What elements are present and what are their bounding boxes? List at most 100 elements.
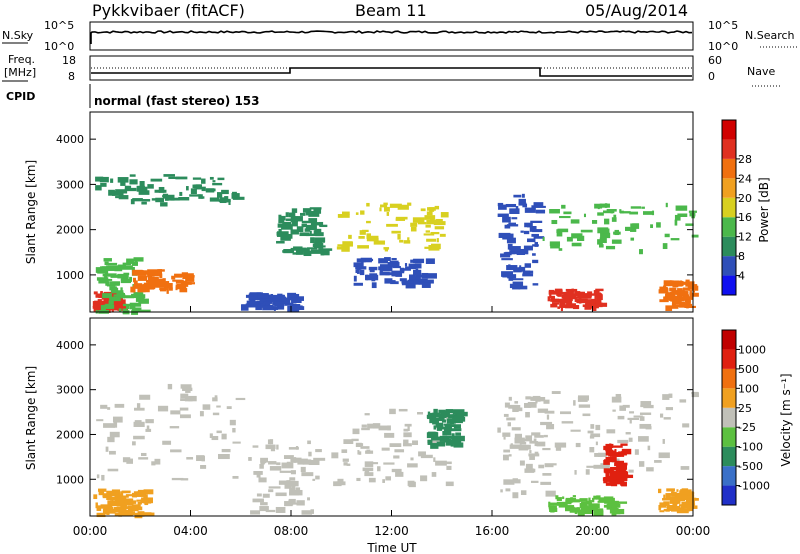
data-cell [600,463,610,469]
data-cell [99,176,109,183]
data-cell [430,443,439,449]
data-cell [379,207,382,212]
data-cell [404,423,412,427]
colorbar-segment [722,178,736,198]
data-cell [427,207,436,211]
data-cell [137,489,145,493]
data-cell [529,464,532,470]
data-cell [621,211,631,214]
data-cell [527,401,537,408]
data-cell [662,438,665,444]
data-cell [692,497,697,501]
data-cell [310,509,315,514]
data-cell [314,237,326,243]
data-cell [216,430,222,434]
data-cell [289,477,296,481]
data-cell [589,500,592,504]
data-cell [611,396,622,403]
data-cell [570,497,573,502]
data-cell [170,410,181,415]
data-cell [445,481,454,487]
data-cell [134,407,145,411]
data-cell [141,201,147,205]
data-cell [287,292,297,299]
data-cell [430,231,440,235]
data-cell [681,488,689,494]
data-cell [166,288,169,294]
colorbar-segment [722,197,736,218]
data-cell [282,250,292,253]
data-cell [401,280,414,284]
data-cell [178,197,190,201]
data-cell [452,416,461,421]
data-cell [426,211,433,216]
data-cell [113,422,118,428]
data-cell [109,294,116,298]
data-cell [525,435,533,442]
data-cell [169,426,180,429]
data-cell [534,441,539,447]
data-cell [159,288,167,291]
data-cell [633,415,643,418]
data-cell [611,239,622,244]
data-cell [383,202,388,206]
data-cell [689,212,696,217]
data-cell [137,286,146,293]
data-cell [689,290,692,294]
data-cell [315,475,320,480]
data-cell [436,441,446,447]
data-cell [103,423,115,428]
data-cell [288,499,294,503]
data-cell [546,424,555,430]
data-cell [532,229,543,233]
data-cell [543,399,550,404]
data-cell [615,460,625,466]
data-cell [130,199,135,205]
data-cell [209,197,220,202]
data-cell [685,299,691,303]
data-cell [268,294,281,299]
data-cell [342,241,353,247]
data-cell [596,495,601,500]
data-cell [628,437,633,442]
data-cell [617,439,629,444]
data-cell [95,176,104,182]
data-cell [421,282,431,288]
data-cell [391,270,401,277]
data-cell [158,186,165,193]
data-cell [101,296,110,300]
data-cell [627,417,640,421]
data-cell [577,509,585,516]
data-cell [364,413,370,416]
power-colorbar-label: Power [dB] [757,177,771,242]
data-cell [387,262,400,267]
data-cell [413,269,422,276]
data-cell [583,509,593,514]
data-cell [133,257,144,262]
data-cell [126,502,130,505]
data-cell [503,413,509,417]
data-cell [373,236,379,241]
data-cell [379,271,390,276]
data-cell [353,282,363,286]
data-cell [630,237,635,241]
data-cell [593,509,597,515]
data-cell [179,407,189,411]
data-cell [101,474,105,481]
data-cell [676,291,689,296]
data-cell [533,438,537,444]
data-cell [543,434,548,438]
data-cell [674,281,684,287]
data-cell [93,494,98,500]
data-cell [143,494,146,500]
data-cell [131,504,141,509]
data-cell [110,500,113,503]
data-cell [456,411,468,417]
data-cell [618,474,629,477]
data-cell [403,439,409,445]
data-cell [380,266,384,270]
data-cell [609,445,614,449]
data-cell [104,507,109,512]
data-cell [365,258,374,262]
data-cell [100,504,113,509]
